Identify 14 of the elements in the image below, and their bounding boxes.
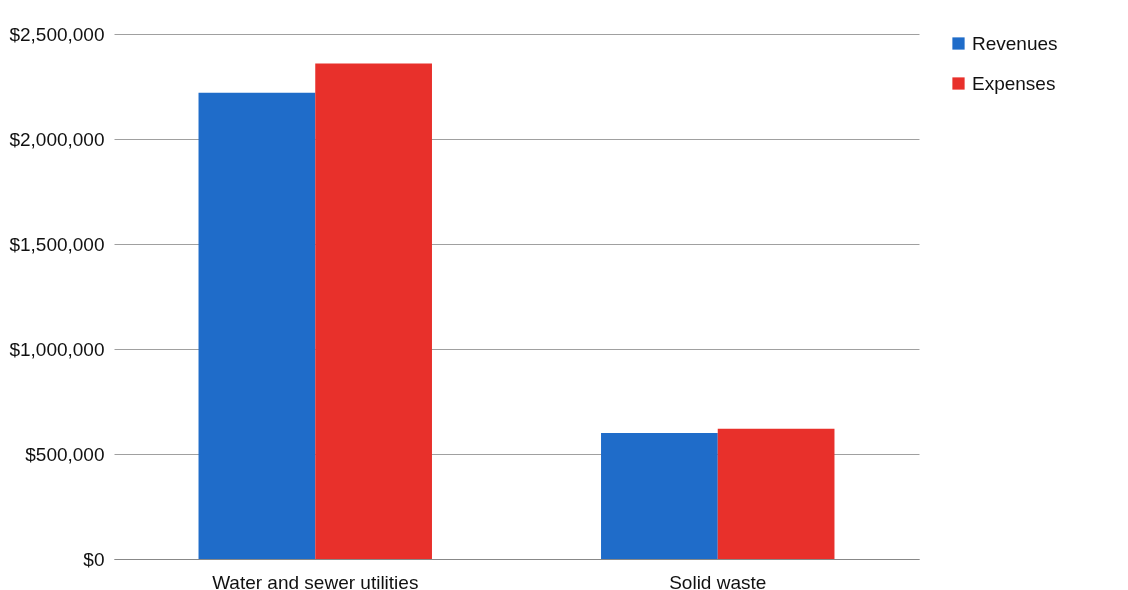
y-tick-label: $1,000,000 — [9, 338, 105, 360]
bar — [315, 63, 432, 559]
legend-label: Expenses — [972, 72, 1056, 94]
bar — [198, 92, 316, 559]
y-tick-label: $1,500,000 — [9, 233, 105, 255]
y-tick-label: $2,500,000 — [9, 23, 105, 45]
bar — [601, 433, 718, 559]
y-tick-label: $500,000 — [25, 443, 105, 465]
y-tick-label: $0 — [83, 548, 105, 570]
x-tick-label: Water and sewer utilities — [212, 571, 419, 590]
y-tick-label: $2,000,000 — [9, 128, 105, 150]
bar — [717, 428, 835, 559]
legend-label: Revenues — [972, 32, 1058, 54]
x-tick-label: Solid waste — [669, 571, 767, 590]
